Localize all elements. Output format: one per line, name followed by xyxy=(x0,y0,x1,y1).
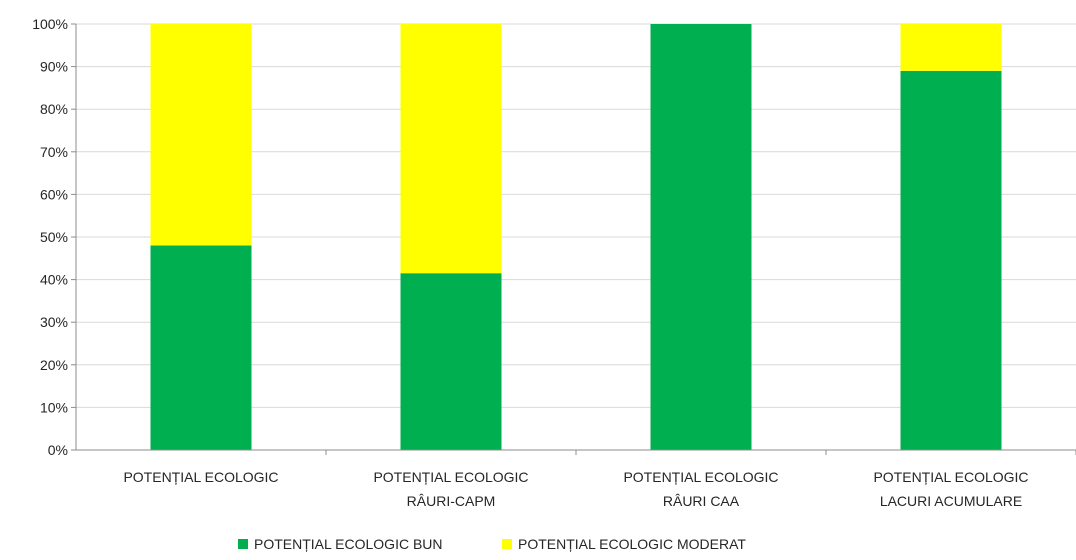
y-axis: 0% 10% 20% 30% 40% 50% 60% 70% 80% 90% 100% xyxy=(32,16,77,458)
legend-swatch xyxy=(502,539,512,549)
y-tick-label: 70% xyxy=(40,144,68,160)
legend-label: POTENȚIAL ECOLOGIC BUN xyxy=(254,536,443,552)
x-tick-label: LACURI ACUMULARE xyxy=(880,493,1022,509)
y-tick-label: 40% xyxy=(40,272,68,288)
x-tick-label: POTENȚIAL ECOLOGIC xyxy=(373,469,528,485)
bar-segment xyxy=(150,24,252,246)
y-tick-label: 60% xyxy=(40,186,68,202)
bar-segment xyxy=(650,24,752,450)
y-tick-label: 50% xyxy=(40,229,68,245)
bar-segment xyxy=(150,245,252,450)
y-tick-label: 10% xyxy=(40,399,68,415)
y-tick-label: 100% xyxy=(32,16,68,32)
x-tick-label: POTENȚIAL ECOLOGIC xyxy=(873,469,1028,485)
y-tick-label: 80% xyxy=(40,101,68,117)
legend-label: POTENȚIAL ECOLOGIC MODERAT xyxy=(518,536,746,552)
legend-swatch xyxy=(238,539,248,549)
x-axis: POTENȚIAL ECOLOGIC POTENȚIAL ECOLOGIC RÂUR… xyxy=(71,449,1076,509)
bar-segment xyxy=(900,70,1002,451)
y-tick-label: 20% xyxy=(40,357,68,373)
x-tick-label: RÂURI-CAPM xyxy=(407,493,496,509)
bar-segment xyxy=(900,24,1002,71)
x-tick-label: POTENȚIAL ECOLOGIC xyxy=(623,469,778,485)
y-tick-label: 0% xyxy=(48,442,68,458)
y-tick-label: 30% xyxy=(40,314,68,330)
legend: POTENȚIAL ECOLOGIC BUN POTENȚIAL ECOLOGIC… xyxy=(238,536,746,552)
x-tick-label: RÂURI CAA xyxy=(663,493,740,509)
y-tick-label: 90% xyxy=(40,59,68,75)
bar-segment xyxy=(400,273,502,450)
bars xyxy=(150,24,1002,451)
x-tick-label: POTENȚIAL ECOLOGIC xyxy=(123,469,278,485)
bar-segment xyxy=(400,24,502,274)
